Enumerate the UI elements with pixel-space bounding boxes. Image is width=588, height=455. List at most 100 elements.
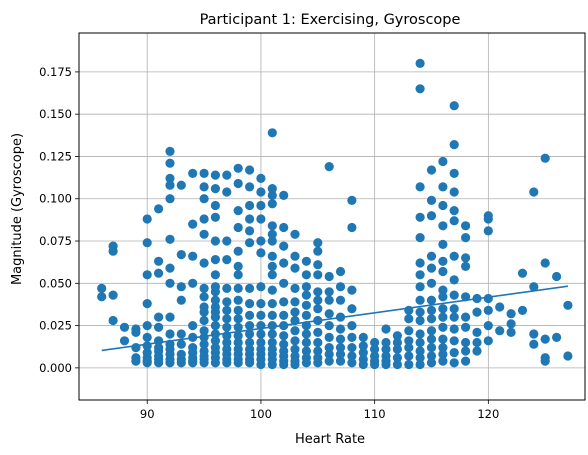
y-axis-ticks: 0.000 0.025 0.050 0.075 0.100 0.125 0.150 0.175 [39,65,79,375]
data-point [540,153,550,163]
data-point [165,180,175,190]
data-point [279,258,289,268]
data-point [449,140,459,150]
x-tick-label: 110 [364,407,386,421]
chart-title: Participant 1: Exercising, Gyroscope [200,12,461,28]
data-point [404,314,414,324]
data-point [495,326,505,336]
data-point [108,290,118,300]
data-point [324,309,334,319]
data-point [301,358,311,368]
data-point [324,287,334,297]
data-point [426,251,437,261]
data-point [199,194,209,204]
data-point [461,356,471,366]
data-point [245,238,255,248]
data-point [154,322,164,332]
data-point [267,251,277,261]
data-point [358,359,368,370]
data-point [233,206,243,216]
data-point [222,255,232,265]
data-point [256,282,266,292]
data-point [210,270,220,280]
data-point [210,336,220,346]
data-point [222,358,232,368]
data-point [165,263,175,273]
data-point [313,238,323,248]
data-point [131,343,141,353]
data-point [324,343,334,353]
data-point [210,200,220,211]
data-point [335,343,346,353]
data-point [256,248,266,258]
data-point [222,236,232,246]
data-point [290,263,300,273]
data-point [165,329,175,339]
data-point [119,336,130,346]
regression-line [101,285,569,352]
y-tick-label: 0.000 [39,361,72,375]
data-point [517,268,528,278]
data-point [245,165,255,175]
data-point [335,282,346,292]
data-point [449,275,459,285]
data-point [449,304,459,314]
data-point [279,222,289,233]
data-point [563,300,573,310]
data-point [142,214,152,224]
data-point [199,214,209,224]
data-point [415,84,425,94]
data-point [210,312,220,322]
data-point [165,312,175,322]
data-point [358,348,368,358]
data-point [279,359,289,370]
y-tick-label: 0.125 [39,149,72,163]
data-point [301,346,311,356]
data-point [449,336,459,346]
data-point [438,156,448,167]
data-point [313,337,323,348]
data-point [404,359,414,370]
data-point [154,256,164,266]
data-point [381,324,391,334]
data-point [245,299,255,309]
data-point [222,314,232,324]
data-point [199,332,209,342]
data-point [449,312,459,322]
data-point [438,200,448,211]
data-point [267,337,277,348]
data-point [313,327,323,337]
data-point [245,200,255,211]
data-point [233,337,243,348]
data-point [267,128,277,138]
data-point [131,327,141,337]
data-point [426,195,437,205]
data-point [245,329,255,339]
data-point [301,337,311,348]
data-point [165,158,175,168]
data-point [245,182,255,192]
data-point [324,271,334,282]
data-point [335,295,346,305]
data-point [267,310,277,320]
data-point [279,190,289,200]
data-point [301,270,311,280]
data-point [301,310,311,320]
data-point [483,226,493,236]
data-point [495,302,505,312]
data-point [449,358,459,368]
data-point [438,312,448,322]
data-point [426,165,437,175]
data-point [210,212,220,222]
data-point [301,282,311,292]
data-point [392,344,402,354]
data-point [290,251,300,261]
data-point [97,283,107,293]
data-point [483,214,493,224]
plot-area-frame [78,32,586,401]
data-point [279,241,289,251]
data-point [461,253,471,263]
data-point [176,329,186,339]
data-point [449,348,459,358]
data-point [370,344,380,354]
